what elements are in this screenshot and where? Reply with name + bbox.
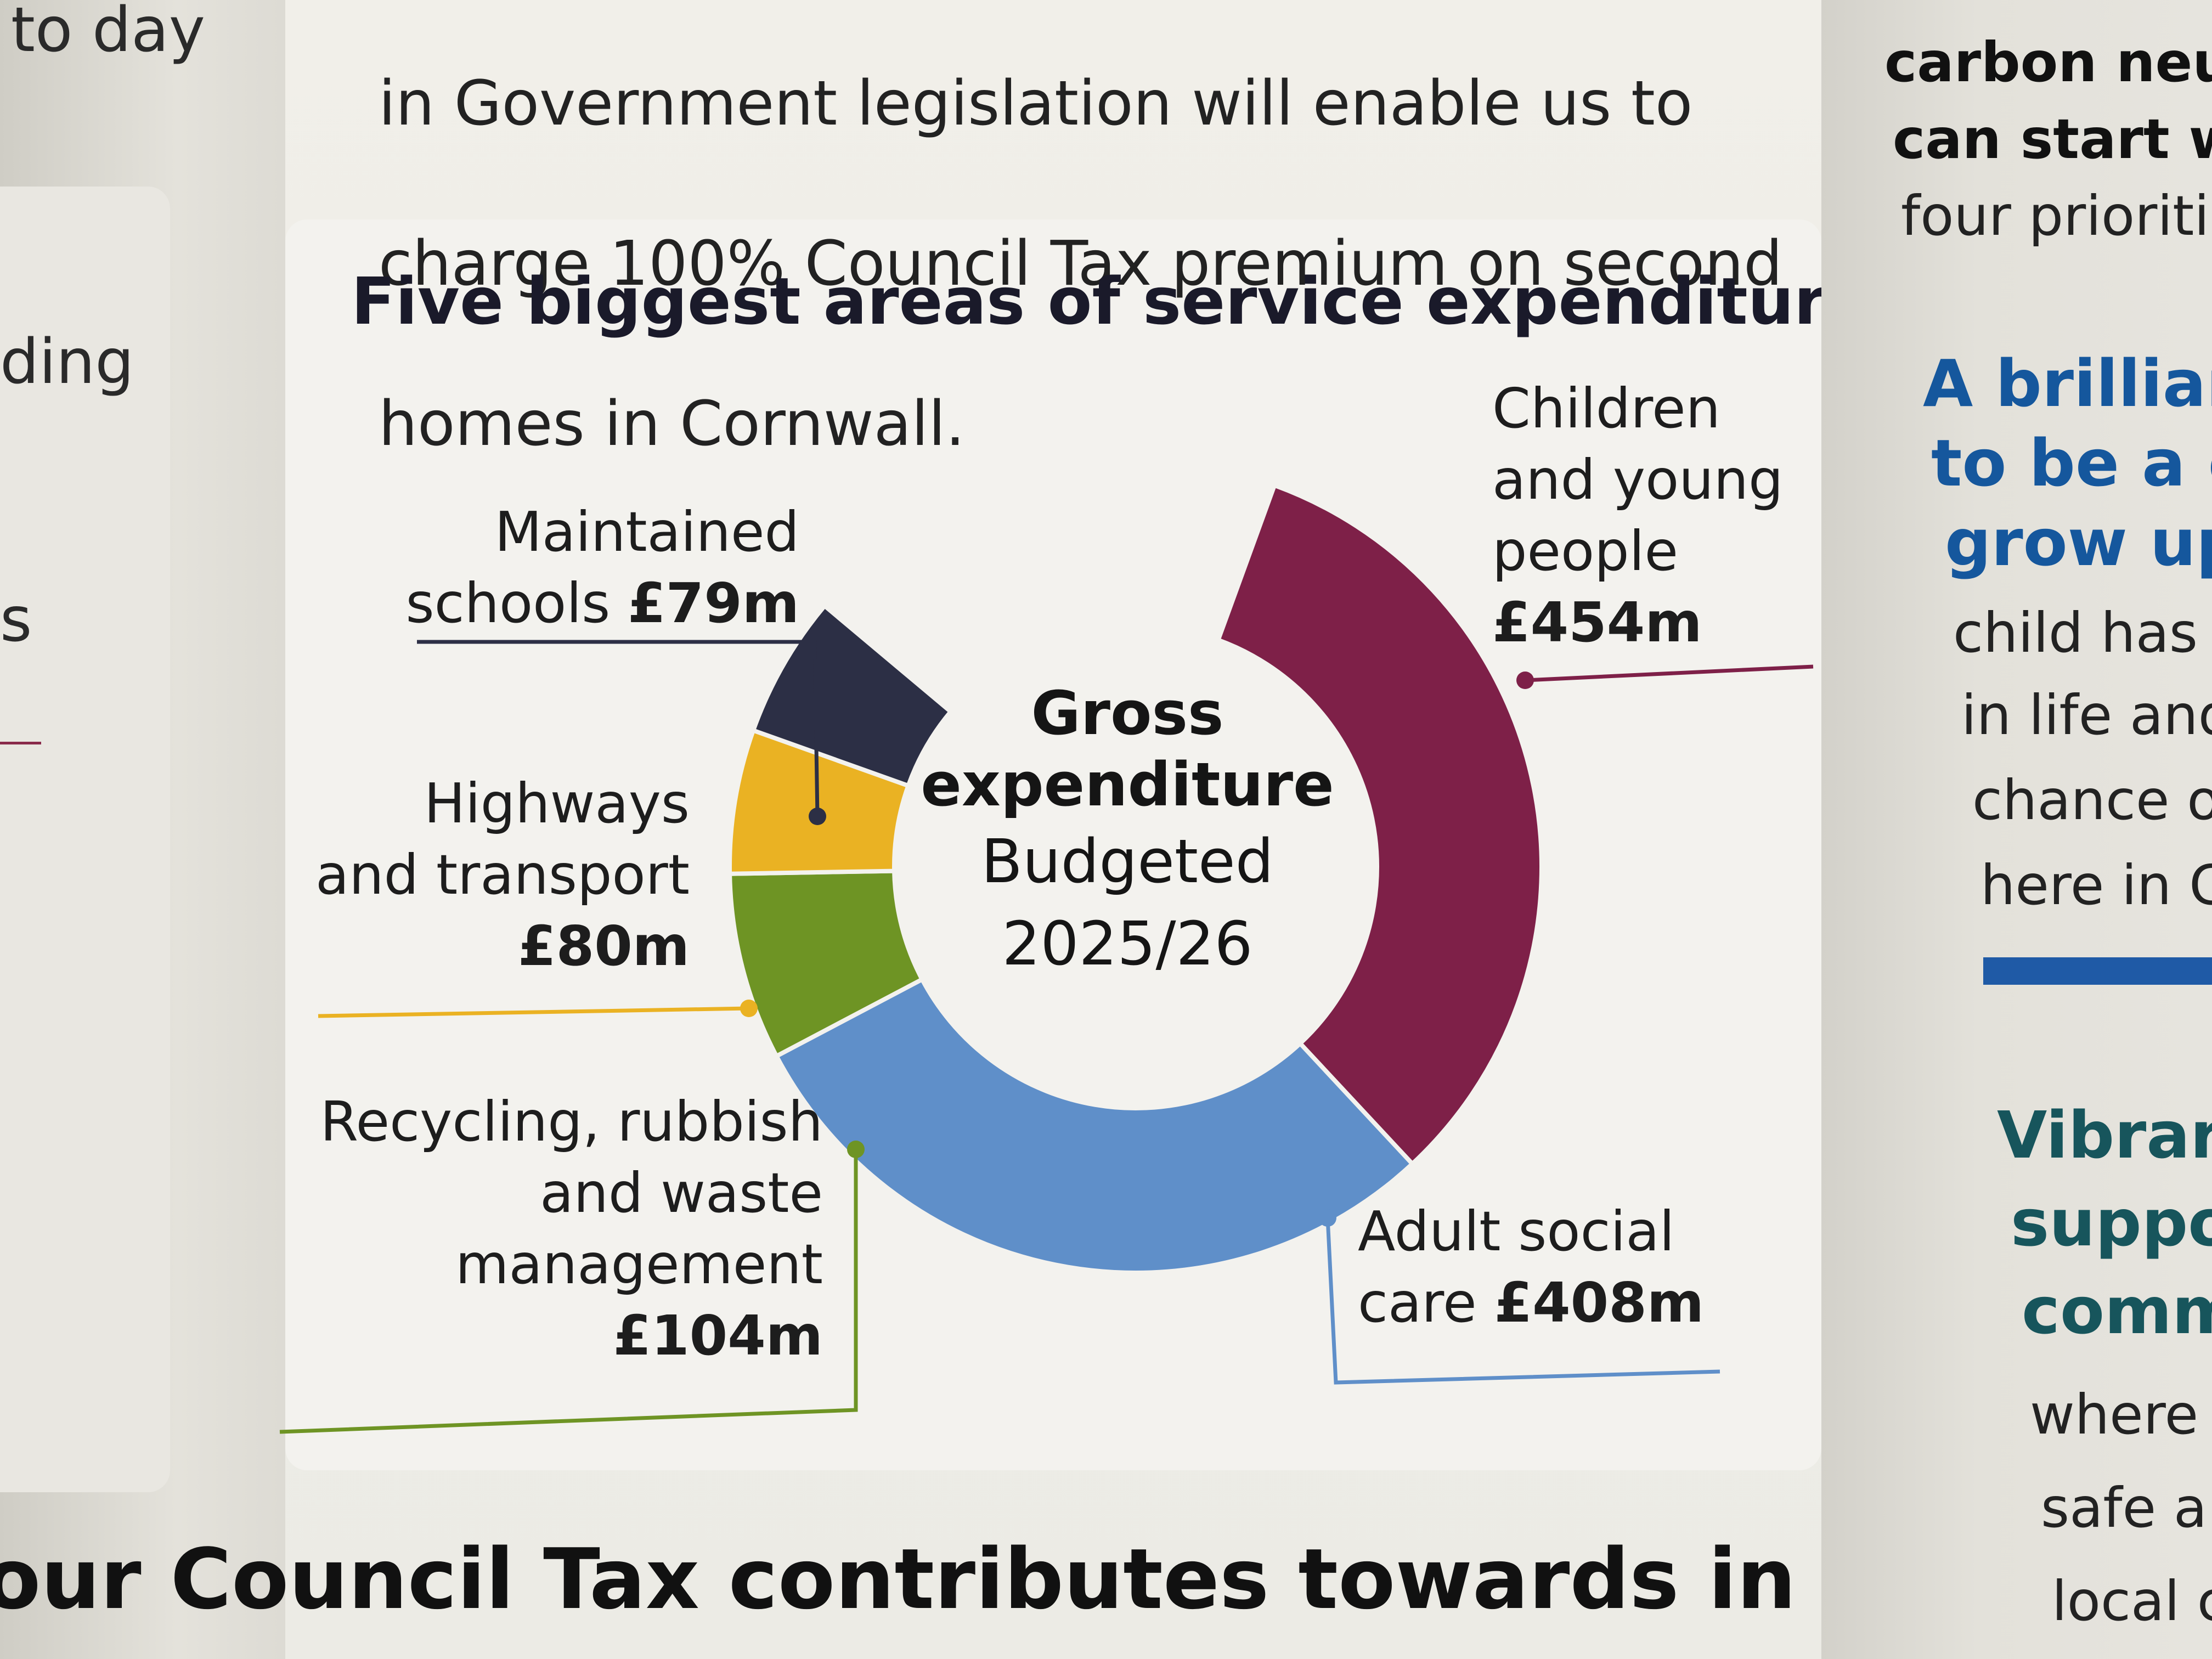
intro-line-2: charge 100% Council Tax premium on secon… [379,228,1783,300]
slice-label-adult-care-line-1: Adult social [1358,1199,1675,1263]
slice-label-recycling-line-1: Recycling, rubbish [320,1090,823,1154]
right-blue-bar [1983,957,2212,985]
center-line-year: 2025/26 [1002,909,1253,979]
slice-amount-highways: £80m [518,914,690,978]
center-label: Gross expenditure Budgeted 2025/26 [913,678,1341,985]
right-teal-heading-1: Vibrar [1997,1097,2212,1173]
leader-dot-children [1516,672,1534,689]
left-panel [0,187,170,1492]
center-line-expenditure: expenditure [921,749,1334,820]
left-divider [0,742,41,744]
left-fragment-2: ding [0,326,134,398]
slice-amount-recycling: £104m [613,1304,823,1368]
chart-title: Five biggest areas of service expenditur… [351,263,1870,339]
right-bold-line-1: carbon neu [1884,30,2212,94]
leader-line-schools [417,640,820,817]
left-fragment-3: s [0,584,32,656]
right-bold-line-2: can start w [1893,107,2212,171]
right-blue-body-2: in life and a [1961,683,2212,747]
right-blue-heading-1: A brillian [1923,346,2212,421]
right-blue-body-4: here in Co [1980,853,2212,917]
slice-label-children: Children and young people £454m [1492,373,1784,658]
leader-line-recycling [279,1149,858,1434]
right-teal-body-2: safe an [2041,1476,2212,1540]
leader-dot-recycling [847,1141,865,1158]
slice-label-highways-line-1: Highways [424,771,690,836]
slice-children [1215,482,1544,1167]
right-page [1821,0,2212,1659]
slice-label-recycling: Recycling, rubbish and waste management … [320,1086,823,1372]
intro-line-3: homes in Cornwall. [379,388,966,460]
left-fragment-1: to day [11,0,206,66]
slice-label-children-line-1: Children [1492,376,1721,441]
slice-label-highways-line-2: and transport [315,843,690,907]
leader-line-children [1525,664,1814,682]
slice-amount-schools: £79m [628,571,799,635]
slice-label-schools-line-2: schools [405,571,611,635]
leader-dot-adult-care [1319,1209,1336,1227]
right-teal-body-1: where e [2030,1383,2212,1447]
slice-amount-adult-care: £408m [1494,1271,1705,1335]
right-line-priorities: four prioriti [1901,184,2210,248]
right-blue-body-1: child has th [1953,601,2212,665]
leader-line-highways [318,1006,749,1018]
slice-label-adult-care: Adult social care £408m [1358,1196,1704,1339]
intro-paragraph: in Government legislation will enable us… [379,0,1782,544]
slice-amount-children: £454m [1492,590,1702,654]
center-line-budgeted: Budgeted [981,826,1274,896]
right-teal-heading-3: comm [2022,1273,2212,1348]
right-teal-body-3: local c [2052,1569,2212,1633]
leader-dot-highways [740,1000,758,1017]
slice-label-adult-care-line-2: care [1358,1271,1477,1335]
slice-label-highways: Highways and transport £80m [315,768,690,982]
leader-line-adult-care [1325,1217,1720,1385]
slice-label-schools-line-1: Maintained [494,500,799,564]
center-line-gross: Gross [1031,678,1224,748]
right-blue-heading-2: to be a c [1931,425,2212,501]
slice-label-children-line-3: people [1492,519,1678,583]
slice-label-recycling-line-3: management [455,1232,823,1296]
slice-schools [750,602,954,789]
slice-label-schools: Maintained schools £79m [406,496,799,639]
leader-dot-schools [809,808,826,825]
slice-label-children-line-2: and young [1492,448,1784,512]
slice-adult-care [773,976,1416,1275]
right-blue-heading-3: grow up [1945,505,2212,580]
right-blue-body-3: chance of [1972,768,2212,832]
intro-line-1: in Government legislation will enable us… [379,68,1693,139]
left-page [0,0,296,1659]
slice-label-recycling-line-2: and waste [540,1161,823,1225]
right-teal-heading-2: suppo [2011,1185,2212,1261]
